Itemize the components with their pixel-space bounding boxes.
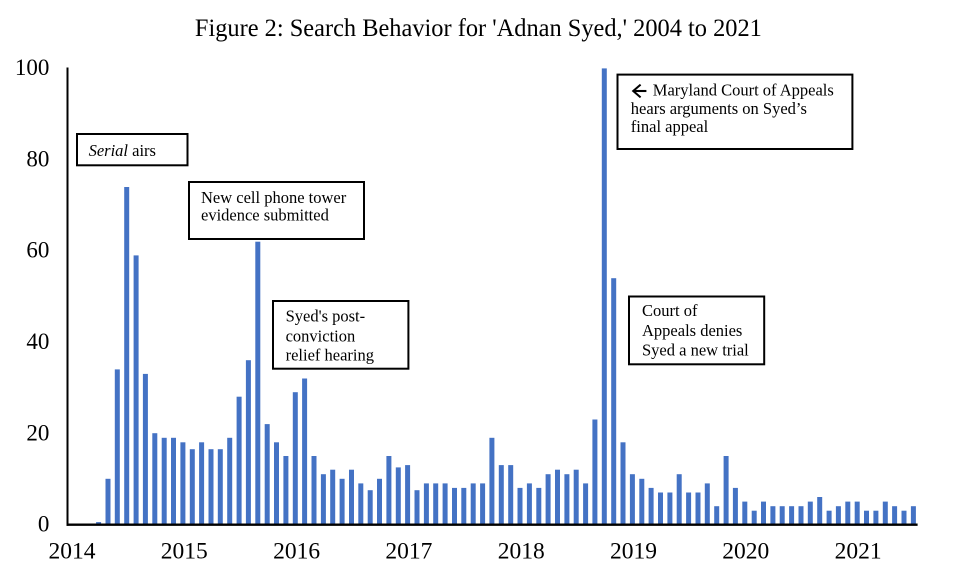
svg-text:relief hearing: relief hearing [286, 346, 374, 365]
svg-text:2016: 2016 [273, 539, 320, 565]
svg-text:2014: 2014 [49, 539, 96, 565]
svg-text:60: 60 [26, 238, 49, 263]
svg-text:Syed a new trial: Syed a new trial [642, 341, 749, 360]
svg-text:100: 100 [15, 55, 50, 80]
svg-text:2018: 2018 [498, 539, 545, 565]
svg-text:2019: 2019 [610, 539, 657, 565]
svg-text:2021: 2021 [835, 539, 882, 565]
svg-text:40: 40 [26, 329, 49, 354]
svg-text:0: 0 [38, 512, 50, 537]
svg-text:final appeal: final appeal [631, 117, 709, 136]
svg-text:2020: 2020 [722, 539, 769, 565]
svg-text:Serial airs: Serial airs [89, 141, 156, 160]
svg-text:Syed's post-: Syed's post- [286, 307, 366, 326]
svg-text:Maryland Court of Appeals: Maryland Court of Appeals [653, 81, 834, 100]
svg-text:2015: 2015 [161, 539, 208, 565]
svg-text:Appeals denies: Appeals denies [642, 321, 742, 340]
svg-text:2017: 2017 [385, 539, 432, 565]
svg-text:evidence submitted: evidence submitted [201, 206, 330, 225]
svg-text:hears arguments on Syed’s: hears arguments on Syed’s [631, 99, 807, 118]
svg-text:20: 20 [26, 420, 49, 445]
svg-text:conviction: conviction [286, 327, 356, 346]
svg-text:Figure 2: Search Behavior for: Figure 2: Search Behavior for 'Adnan Sye… [195, 13, 762, 42]
svg-text:Court of: Court of [642, 301, 698, 320]
svg-text:New cell phone tower: New cell phone tower [201, 188, 347, 207]
svg-text:80: 80 [26, 146, 49, 171]
